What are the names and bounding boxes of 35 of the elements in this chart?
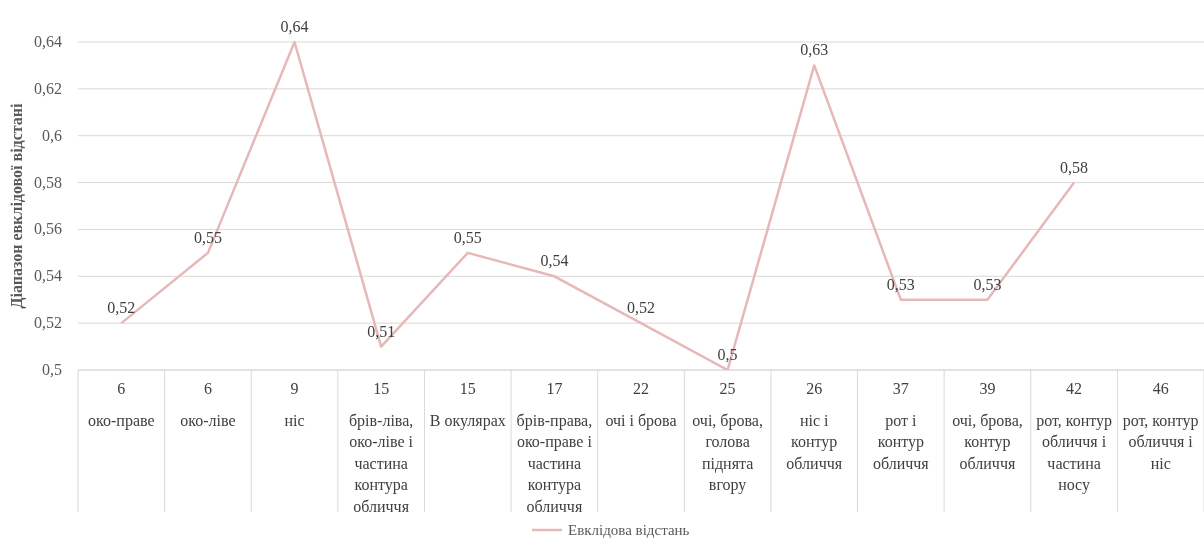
y-tick-label: 0,58	[34, 173, 62, 191]
y-tick-label: 0,6	[42, 126, 62, 144]
data-label: 0,64	[280, 18, 309, 35]
x-tick-label: 37 рот і контур обличчя	[872, 380, 930, 472]
x-tick-label: 6 око-ліве	[180, 380, 236, 429]
x-tick-label: 42 рот, контур обличчя і частина носу	[1036, 380, 1113, 494]
y-tick-label: 0,5	[42, 361, 62, 378]
x-tick-label: 25 очі, брова, голова піднята вгору	[692, 380, 763, 494]
y-tick-label: 0,52	[34, 314, 62, 332]
y-tick-label: 0,64	[34, 33, 62, 50]
data-label: 0,53	[886, 275, 915, 293]
data-label: 0,5	[717, 346, 738, 363]
x-tick-label: 6 око-праве	[88, 380, 155, 430]
x-tick-label: 22 очі і брова	[605, 380, 677, 430]
x-tick-label: 17 брів-права, око-праве і частина контура обличчя	[516, 380, 593, 515]
x-tick-label: 15 брів-ліва, око-ліве і частина контура обличчя	[348, 380, 414, 515]
y-axis-title: Діапазон евклідової відстані	[8, 102, 26, 309]
data-label: 0,53	[973, 275, 1002, 293]
legend-label: Евклідова відстань	[568, 522, 690, 538]
data-label: 0,52	[107, 299, 136, 317]
y-tick-label: 0,62	[34, 79, 62, 97]
data-label: 0,54	[540, 252, 569, 270]
data-label: 0,63	[800, 41, 829, 59]
x-tick-label: 46 рот, контур обличчя і ніс	[1122, 380, 1199, 472]
data-label: 0,55	[193, 228, 222, 246]
x-tick-label: 15 В окулярах	[429, 380, 506, 430]
x-tick-label: 39 очі, брова, контур обличчя	[952, 380, 1023, 472]
data-label: 0,58	[1060, 158, 1089, 176]
x-tick-label: 9 ніс	[284, 380, 305, 429]
data-label: 0,55	[453, 228, 482, 246]
x-tick-label: 26 ніс і контур обличчя	[786, 380, 843, 472]
y-tick-label: 0,56	[34, 220, 62, 238]
data-label: 0,51	[367, 322, 396, 340]
y-tick-label: 0,54	[34, 267, 62, 285]
data-label: 0,52	[627, 299, 655, 317]
